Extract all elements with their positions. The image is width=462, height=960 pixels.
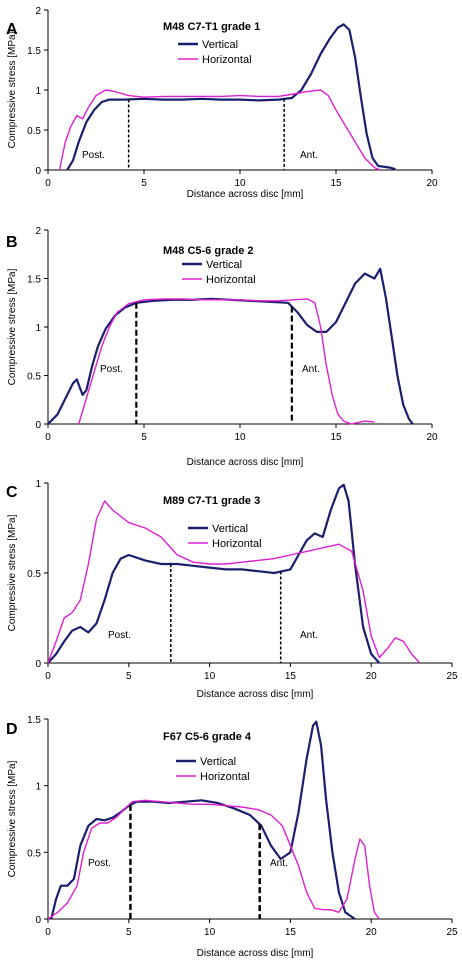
region-label-ant: Ant. [300, 150, 318, 161]
x-tick-label: 10 [234, 178, 246, 189]
x-axis-label: Distance across disc [mm] [197, 689, 314, 700]
panel-letter: D [6, 721, 18, 738]
x-tick-label: 0 [45, 927, 51, 938]
x-tick-label: 5 [126, 927, 132, 938]
legend-label: Horizontal [212, 538, 262, 550]
y-tick-label: 1 [35, 86, 41, 97]
x-tick-label: 15 [285, 671, 297, 682]
chart-title: M89 C7-T1 grade 3 [163, 495, 260, 507]
y-axis-label: Compressive stress [MPa] [7, 514, 18, 631]
y-tick-label: 0.5 [27, 372, 41, 383]
y-tick-label: 2 [35, 226, 41, 237]
x-tick-label: 25 [446, 671, 458, 682]
series-line-vertical [47, 483, 381, 664]
series-line-vertical [50, 720, 356, 920]
x-tick-label: 20 [426, 432, 438, 443]
y-tick-label: 2 [35, 6, 41, 17]
series-line-horizontal [78, 298, 375, 425]
legend-label: Horizontal [206, 274, 256, 286]
x-tick-label: 25 [446, 927, 458, 938]
x-tick-label: 10 [204, 927, 216, 938]
legend-label: Horizontal [202, 54, 252, 66]
panel-letter: C [6, 484, 18, 501]
legend-label: Horizontal [200, 771, 250, 783]
y-tick-label: 0 [35, 420, 41, 431]
y-tick-label: 1.5 [27, 275, 41, 286]
chart-title: M48 C5-6 grade 2 [163, 245, 253, 257]
x-tick-label: 15 [330, 432, 342, 443]
x-tick-label: 5 [126, 671, 132, 682]
y-axis-label: Compressive stress [MPa] [7, 268, 18, 385]
x-tick-label: 0 [45, 671, 51, 682]
y-axis-label: Compressive stress [MPa] [7, 31, 18, 148]
region-label-post: Post. [108, 630, 131, 641]
series-line-vertical [66, 23, 396, 171]
series-line-horizontal [58, 89, 381, 171]
chart-title: M48 C7-T1 grade 1 [163, 21, 260, 33]
y-tick-label: 0 [35, 915, 41, 926]
x-tick-label: 10 [234, 432, 246, 443]
legend-label: Vertical [202, 39, 238, 51]
x-tick-label: 0 [45, 432, 51, 443]
x-axis-label: Distance across disc [mm] [197, 948, 314, 959]
series-line-vertical [47, 267, 414, 425]
x-tick-label: 0 [45, 178, 51, 189]
region-label-ant: Ant. [270, 858, 288, 869]
chart-panel-a: A M48 C7-T1 grade 1 0 5 10 15 20 0 0.5 1 1.5 2 Dista… [6, 6, 438, 200]
legend-label: Vertical [200, 756, 236, 768]
chart-title: F67 C5-6 grade 4 [163, 731, 252, 743]
x-axis-label: Distance across disc [mm] [187, 189, 304, 200]
x-tick-label: 5 [141, 178, 147, 189]
x-tick-label: 15 [285, 927, 297, 938]
y-axis-label: Compressive stress [MPa] [7, 760, 18, 877]
chart-panel-c: C M89 C7-T1 grade 3 0 5 10 15 20 25 0 0.5 1 Distanc… [6, 479, 458, 700]
series-line-horizontal [47, 799, 380, 920]
x-tick-label: 20 [366, 671, 378, 682]
series-line-horizontal [47, 500, 421, 664]
x-axis-label: Distance across disc [mm] [187, 457, 304, 468]
y-tick-label: 0.5 [27, 126, 41, 137]
y-tick-label: 1 [35, 479, 41, 490]
panel-letter: B [6, 234, 18, 251]
y-tick-label: 1 [35, 782, 41, 793]
y-tick-label: 0.5 [27, 848, 41, 859]
chart-panel-b: B M48 C5-6 grade 2 0 5 10 15 20 0 0.5 1 1.5 2 Distan… [6, 226, 438, 468]
region-label-ant: Ant. [300, 630, 318, 641]
legend-label: Vertical [212, 523, 248, 535]
x-tick-label: 15 [330, 178, 342, 189]
x-tick-label: 20 [426, 178, 438, 189]
x-tick-label: 20 [366, 927, 378, 938]
region-label-post: Post. [82, 150, 105, 161]
y-tick-label: 1.5 [27, 46, 41, 57]
y-tick-label: 0.5 [27, 569, 41, 580]
y-tick-label: 0 [35, 166, 41, 177]
region-label-post: Post. [100, 364, 123, 375]
chart-panel-d: D F67 C5-6 grade 4 0 5 10 15 20 25 0 0.5 1 1.5 Dista… [6, 715, 458, 959]
y-tick-label: 0 [35, 659, 41, 670]
y-tick-label: 1.5 [27, 715, 41, 726]
panel-letter: A [6, 21, 18, 38]
region-label-ant: Ant. [302, 364, 320, 375]
y-tick-label: 1 [35, 323, 41, 334]
legend-label: Vertical [206, 259, 242, 271]
x-tick-label: 10 [204, 671, 216, 682]
region-label-post: Post. [88, 858, 111, 869]
x-tick-label: 5 [141, 432, 147, 443]
